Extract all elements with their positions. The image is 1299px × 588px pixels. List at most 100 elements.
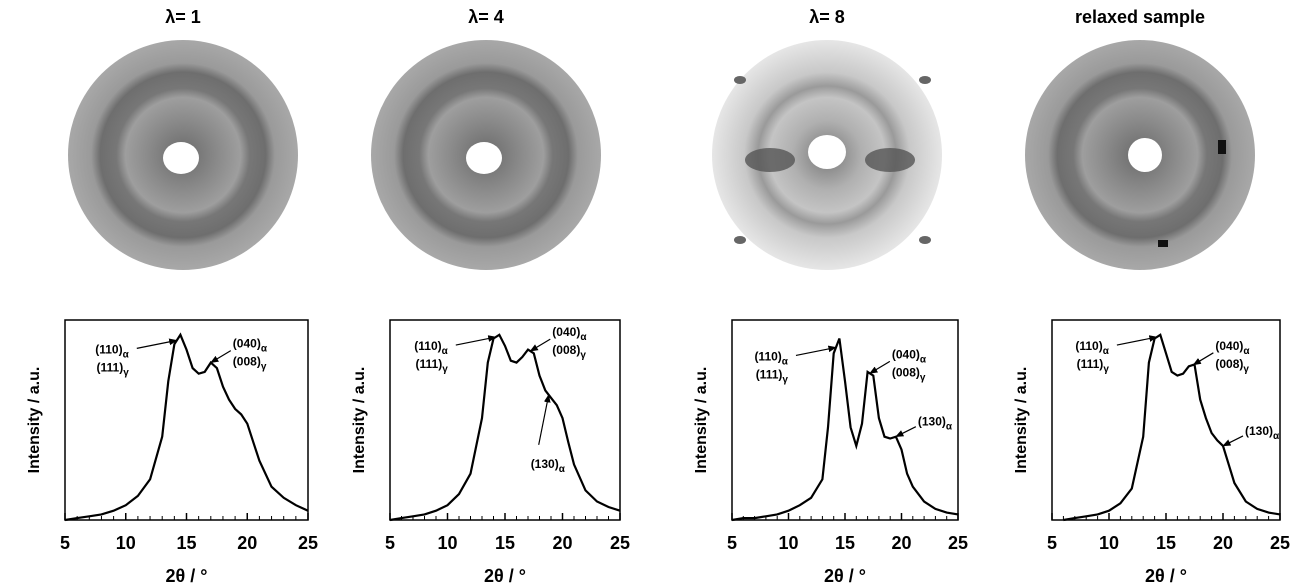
annotation-text: (130) [1245, 424, 1273, 438]
annotation-text: (110) [95, 343, 122, 357]
x-tick-label: 25 [298, 533, 318, 553]
annotation-arrow [869, 360, 891, 374]
y-axis-label: Intensity / a.u. [693, 367, 710, 474]
x-tick-label: 5 [1047, 533, 1057, 553]
annotation-arrow [1222, 435, 1244, 447]
x-tick-label: 25 [948, 533, 968, 553]
annotation-text: (040) [233, 337, 261, 351]
annotation-subscript: α [946, 421, 953, 432]
annotation-subscript: γ [580, 350, 586, 361]
annotation-subscript: α [442, 346, 449, 357]
annotation-text: (040) [1215, 339, 1243, 353]
x-tick-label: 5 [727, 533, 737, 553]
annotation-text: (111) [756, 368, 783, 382]
annotation-label: (008)γ [1215, 357, 1249, 374]
annotation-arrow [455, 335, 497, 346]
annotation-text: (111) [97, 361, 124, 375]
annotation-text: (040) [892, 348, 920, 362]
x-tick-label: 15 [176, 533, 196, 553]
intensity-curve [64, 332, 309, 522]
annotation-label: (110)α [754, 350, 788, 367]
x-tick-label: 10 [1099, 533, 1119, 553]
annotation-subscript: γ [782, 374, 788, 385]
annotation-subscript: α [920, 354, 927, 365]
intensity-curve [1063, 333, 1281, 522]
annotation-text: (008) [552, 343, 580, 357]
annotation-label: (111)γ [1077, 357, 1110, 374]
annotation-label: (110)α [414, 339, 448, 356]
y-axis-label: Intensity / a.u. [351, 367, 368, 474]
annotation-subscript: α [123, 349, 130, 360]
annotation-subscript: α [1243, 345, 1250, 356]
annotation-arrow [136, 338, 178, 349]
annotation-subscript: α [559, 463, 566, 474]
annotation-label: (040)α [552, 325, 587, 342]
x-tick-label: 15 [495, 533, 515, 553]
annotation-label: (130)α [531, 457, 566, 474]
annotation-label: (110)α [1075, 339, 1109, 356]
annotation-text: (111) [416, 357, 443, 371]
diffraction-pattern [712, 40, 942, 270]
diffraction-pattern [371, 40, 601, 270]
annotation-arrow [529, 338, 551, 352]
annotation-arrow [210, 350, 232, 364]
annotation-arrow [1116, 335, 1158, 346]
annotation-subscript: α [261, 343, 268, 354]
annotation-label: (040)α [892, 348, 927, 365]
annotation-arrow [538, 393, 551, 445]
x-tick-label: 15 [835, 533, 855, 553]
annotation-text: (008) [1215, 357, 1243, 371]
annotation-label: (008)γ [552, 343, 586, 360]
annotation-text: (008) [233, 355, 261, 369]
chart-title: λ= 4 [468, 7, 504, 27]
intensity-curve [389, 333, 621, 522]
x-tick-label: 10 [437, 533, 457, 553]
annotation-subscript: α [580, 332, 587, 343]
diffraction-pattern [1025, 40, 1255, 270]
x-axis-label: 2θ / ° [824, 566, 866, 586]
annotation-subscript: γ [123, 367, 129, 378]
x-tick-label: 20 [1213, 533, 1233, 553]
annotation-subscript: γ [1243, 363, 1249, 374]
annotation-arrow [795, 345, 837, 356]
annotation-arrow [895, 426, 917, 438]
annotation-subscript: γ [1103, 364, 1109, 375]
annotation-arrow [1192, 352, 1214, 366]
annotation-label: (110)α [95, 343, 129, 360]
annotation-label: (008)γ [233, 355, 267, 372]
x-axis-label: 2θ / ° [166, 566, 208, 586]
x-tick-label: 5 [60, 533, 70, 553]
y-axis-label: Intensity / a.u. [1013, 367, 1030, 474]
y-axis-label: Intensity / a.u. [26, 367, 43, 474]
annotation-subscript: α [782, 356, 789, 367]
annotation-text: (110) [414, 339, 441, 353]
annotation-subscript: γ [261, 361, 267, 372]
annotation-text: (130) [531, 457, 559, 471]
x-tick-label: 10 [116, 533, 136, 553]
annotation-text: (008) [892, 366, 920, 380]
chart-title: λ= 8 [809, 7, 845, 27]
annotation-subscript: α [1273, 431, 1280, 442]
annotation-subscript: γ [442, 364, 448, 375]
x-tick-label: 25 [1270, 533, 1290, 553]
x-tick-label: 15 [1156, 533, 1176, 553]
x-tick-label: 20 [552, 533, 572, 553]
annotation-label: (111)γ [416, 357, 449, 374]
annotation-text: (111) [1077, 357, 1104, 371]
annotation-label: (111)γ [97, 361, 130, 378]
x-tick-label: 20 [891, 533, 911, 553]
annotation-subscript: γ [920, 372, 926, 383]
annotation-label: (040)α [1215, 339, 1250, 356]
annotation-label: (040)α [233, 337, 268, 354]
x-tick-label: 25 [610, 533, 630, 553]
annotation-label: (008)γ [892, 366, 926, 383]
x-tick-label: 5 [385, 533, 395, 553]
annotation-text: (130) [918, 415, 946, 429]
diffraction-pattern [68, 40, 298, 270]
annotation-label: (130)α [918, 415, 953, 432]
annotation-label: (111)γ [756, 368, 789, 385]
x-axis-label: 2θ / ° [484, 566, 526, 586]
x-tick-label: 10 [778, 533, 798, 553]
x-axis-label: 2θ / ° [1145, 566, 1187, 586]
